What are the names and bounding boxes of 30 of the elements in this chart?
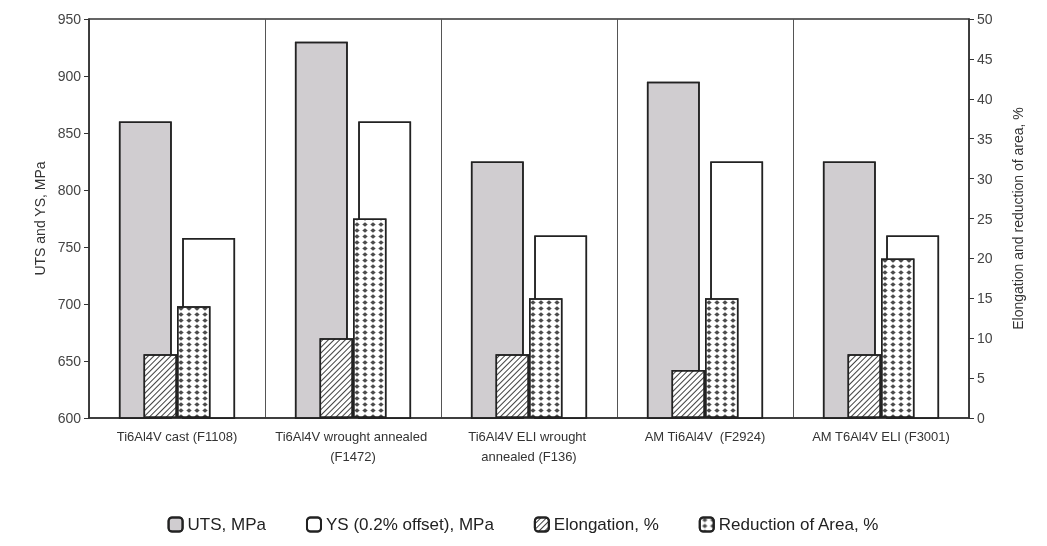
y2-tick-label: 35 [977,130,993,147]
y2-tick-label: 30 [977,170,993,187]
legend-label: Elongation, % [553,515,659,534]
y-tick-label: 950 [57,11,82,27]
x-tick-label: AM T6Al4V ELI (F3001) [812,428,950,444]
y2-tick-label: 50 [977,11,993,27]
legend-label: Reduction of Area, % [718,515,879,534]
y-axis-title: UTS and YS, MPa [31,161,48,276]
legend-label: UTS, MPa [187,515,267,534]
x-tick-label: AM Ti6Al4V (F2924) [644,428,766,444]
y-tick-label: 650 [57,353,82,369]
y-tick-label: 600 [57,410,82,426]
y-tick-label: 750 [57,239,82,255]
y2-tick-label: 40 [977,90,993,107]
legend-label: YS (0.2% offset), MPa [325,515,495,534]
y2-axis-title: Elongation and reduction of area, % [1010,107,1026,330]
y2-tick-label: 15 [977,290,993,307]
x-tick-label: Ti6Al4V cast (F1108) [116,428,238,444]
y2-tick-label: 20 [977,250,993,267]
y2-tick-label: 5 [977,370,985,387]
y-tick-label: 850 [57,125,82,141]
y-tick-label: 700 [57,296,82,312]
y2-tick-label: 25 [977,210,993,227]
y-tick-label: 800 [57,182,82,198]
y2-tick-label: 0 [977,410,985,426]
y2-tick-label: 45 [977,50,993,67]
y-tick-label: 900 [57,68,82,84]
y2-tick-label: 10 [977,330,993,347]
x-tick-label: Ti6Al4V ELI wrought annealed (F136) [468,428,590,464]
x-tick-label: Ti6Al4V wrought annealed (F1472) [275,428,431,464]
